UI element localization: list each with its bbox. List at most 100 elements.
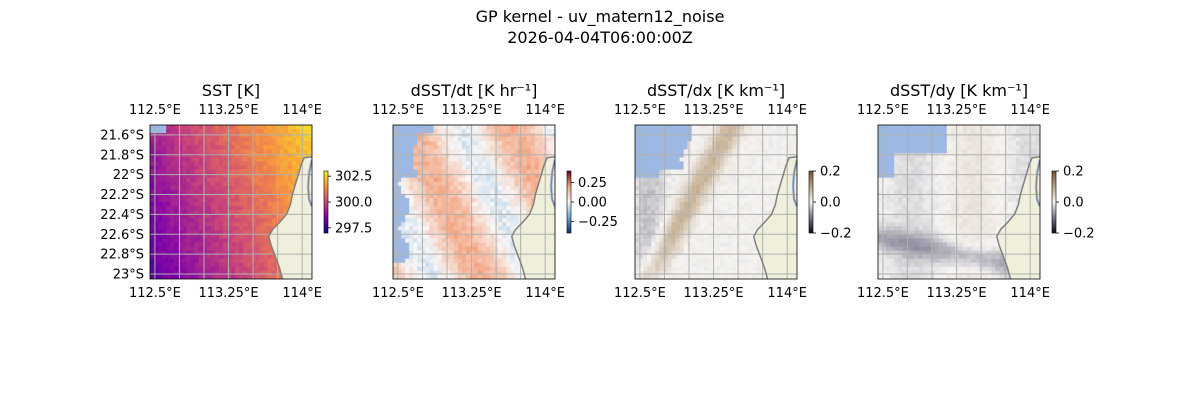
heatmap-cell: [707, 141, 713, 146]
heatmap-cell: [409, 238, 414, 244]
heatmap-cell: [724, 262, 729, 268]
heatmap-cell: [918, 153, 924, 159]
heatmap-cell: [393, 250, 398, 256]
heatmap-cell: [514, 129, 520, 134]
heatmap-cell: [687, 218, 693, 223]
heatmap-cell: [486, 266, 491, 272]
heatmap-cell: [647, 246, 652, 252]
heatmap-cell: [478, 222, 483, 227]
heatmap-cell: [711, 169, 717, 175]
heatmap-cell: [502, 125, 507, 130]
heatmap-cell: [703, 125, 709, 130]
heatmap-cell: [950, 149, 956, 154]
heatmap-cell: [639, 258, 644, 264]
heatmap-cell: [453, 214, 459, 219]
heatmap-cell: [711, 161, 717, 167]
heatmap-cell: [405, 270, 410, 276]
heatmap-cell: [756, 254, 762, 260]
heatmap-cell: [457, 274, 463, 279]
heatmap-cell: [667, 153, 673, 159]
heatmap-cell: [231, 206, 236, 211]
heatmap-cell: [716, 165, 721, 171]
heatmap-cell: [695, 214, 701, 219]
heatmap-cell: [437, 185, 443, 191]
heatmap-cell: [417, 246, 422, 252]
heatmap-cell: [711, 189, 717, 195]
heatmap-cell: [235, 230, 240, 236]
heatmap-cell: [239, 226, 244, 231]
heatmap-cell: [218, 169, 224, 175]
heatmap-cell: [1015, 129, 1021, 134]
heatmap-cell: [776, 177, 782, 183]
heatmap-cell: [231, 210, 236, 215]
heatmap-cell: [243, 177, 248, 183]
heatmap-cell: [740, 125, 745, 130]
heatmap-cell: [226, 218, 232, 223]
heatmap-cell: [417, 125, 422, 130]
heatmap-cell: [453, 218, 459, 223]
heatmap-cell: [651, 125, 656, 130]
heatmap-cell: [703, 197, 709, 203]
heatmap-cell: [514, 141, 520, 146]
heatmap-cell: [732, 266, 737, 272]
heatmap-cell: [651, 165, 656, 171]
heatmap-cell: [170, 218, 175, 223]
heatmap-cell: [995, 145, 1001, 150]
heatmap-cell: [429, 125, 435, 130]
heatmap-cell: [538, 141, 544, 146]
heatmap-cell: [158, 185, 163, 191]
heatmap-cell: [490, 262, 495, 268]
heatmap-cell: [716, 169, 721, 175]
heatmap-cell: [158, 254, 163, 260]
heatmap-cell: [639, 189, 644, 195]
heatmap-cell: [671, 246, 677, 252]
heatmap-cell: [158, 266, 163, 272]
heatmap-cell: [683, 137, 689, 142]
heatmap-cell: [687, 246, 693, 252]
heatmap-cell: [703, 185, 709, 191]
heatmap-cell: [703, 218, 709, 223]
heatmap-cell: [655, 266, 660, 272]
heatmap-cell: [486, 181, 491, 187]
heatmap-cell: [538, 169, 544, 175]
heatmap-cell: [417, 185, 422, 191]
heatmap-cell: [987, 149, 992, 154]
heatmap-cell: [643, 254, 648, 260]
heatmap-cell: [744, 173, 749, 179]
heatmap-cell: [295, 161, 301, 167]
heatmap-cell: [703, 161, 709, 167]
heatmap-cell: [683, 266, 689, 272]
heatmap-cell: [530, 129, 536, 134]
heatmap-cell: [231, 125, 236, 130]
heatmap-cell: [150, 218, 155, 223]
heatmap-cell: [162, 189, 167, 195]
heatmap-cell: [983, 125, 988, 130]
heatmap-cell: [413, 165, 418, 171]
heatmap-cell: [162, 141, 167, 146]
heatmap-cell: [170, 181, 175, 187]
heatmap-cell: [206, 145, 212, 150]
heatmap-cell: [659, 270, 664, 276]
heatmap-cell: [425, 125, 431, 130]
heatmap-cell: [687, 250, 693, 256]
heatmap-cell: [675, 226, 681, 231]
heatmap-cell: [267, 214, 273, 219]
heatmap-cell: [255, 246, 260, 252]
heatmap-cell: [393, 234, 398, 240]
heatmap-cell: [263, 157, 269, 163]
heatmap-cell: [421, 149, 426, 154]
heatmap-cell: [675, 262, 681, 268]
heatmap-cell: [502, 157, 507, 163]
heatmap-cell: [150, 222, 155, 227]
heatmap-cell: [409, 129, 414, 134]
heatmap-cell: [222, 149, 228, 154]
heatmap-cell: [405, 185, 410, 191]
heatmap-cell: [291, 165, 297, 171]
map-area: [393, 125, 555, 279]
heatmap-cell: [453, 270, 459, 276]
heatmap-cell: [202, 173, 208, 179]
heatmap-cell: [946, 149, 952, 154]
heatmap-cell: [752, 193, 758, 199]
heatmap-cell: [1011, 141, 1017, 146]
heatmap-cell: [683, 262, 689, 268]
